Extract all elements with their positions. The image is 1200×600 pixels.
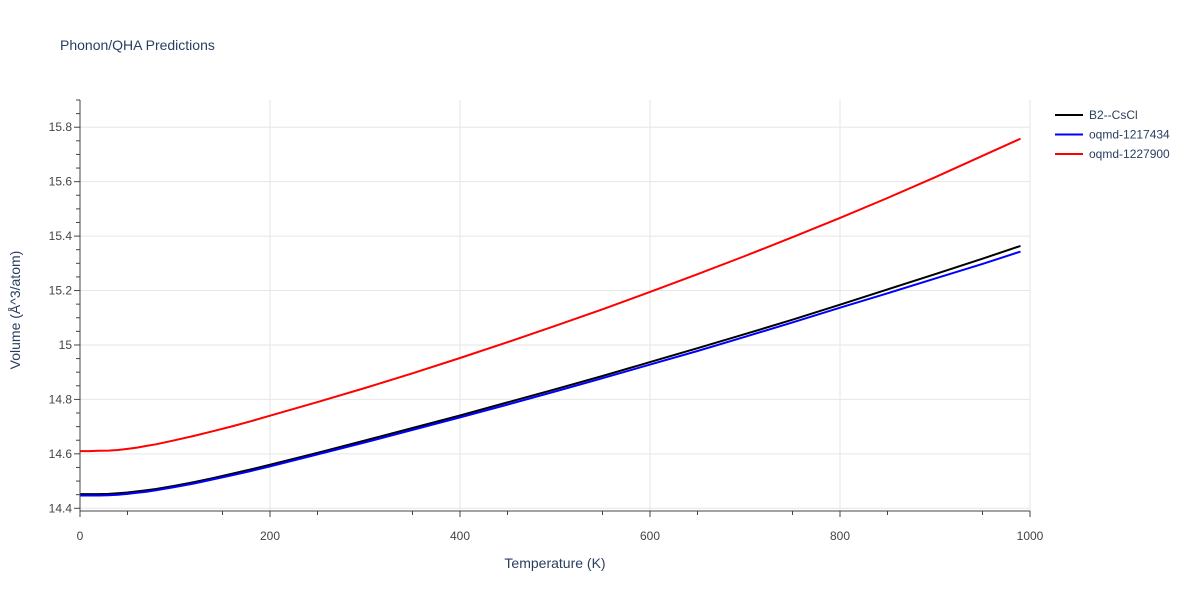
axes: 0 200 400 600 800 1000 14.4 14.6 14.8 15 15.2 15.4 1…: [49, 99, 1044, 543]
x-tick-label: 800: [830, 529, 850, 543]
x-tick-label: 1000: [1017, 529, 1044, 543]
legend-label: oqmd-1217434: [1089, 128, 1170, 142]
y-tick-label: 14.8: [49, 392, 73, 406]
y-tick-label: 15.2: [49, 284, 73, 298]
y-tick-label: 14.6: [49, 447, 73, 461]
legend-item[interactable]: B2--CsCl: [1055, 108, 1138, 122]
series-line-oqmd-1217434: [80, 250, 1021, 497]
y-tick-label: 15: [59, 338, 73, 352]
x-tick-label: 400: [450, 529, 470, 543]
x-axis-title: Temperature (K): [504, 555, 605, 571]
legend-item[interactable]: oqmd-1217434: [1055, 128, 1170, 142]
grid: [80, 100, 1031, 511]
legend-label: oqmd-1227900: [1089, 147, 1170, 161]
x-tick-label: 600: [640, 529, 660, 543]
y-tick-label: 15.4: [49, 229, 73, 243]
legend-label: B2--CsCl: [1089, 108, 1138, 122]
series-line-oqmd-1227900: [80, 137, 1021, 453]
y-tick-label: 14.4: [49, 501, 73, 515]
x-tick-label: 0: [77, 529, 84, 543]
y-tick-label: 15.8: [49, 120, 73, 134]
x-tick-label: 200: [260, 529, 280, 543]
y-axis-title: Volume (Å^3/atom): [7, 251, 23, 370]
plot-area: [80, 100, 1030, 511]
legend[interactable]: B2--CsCl oqmd-1217434 oqmd-1227900: [1055, 108, 1170, 161]
y-tick-label: 15.6: [49, 175, 73, 189]
legend-item[interactable]: oqmd-1227900: [1055, 147, 1170, 161]
chart-title: Phonon/QHA Predictions: [60, 37, 215, 53]
series-line-B2--CsCl: [80, 244, 1021, 496]
series-lines: [80, 137, 1021, 497]
